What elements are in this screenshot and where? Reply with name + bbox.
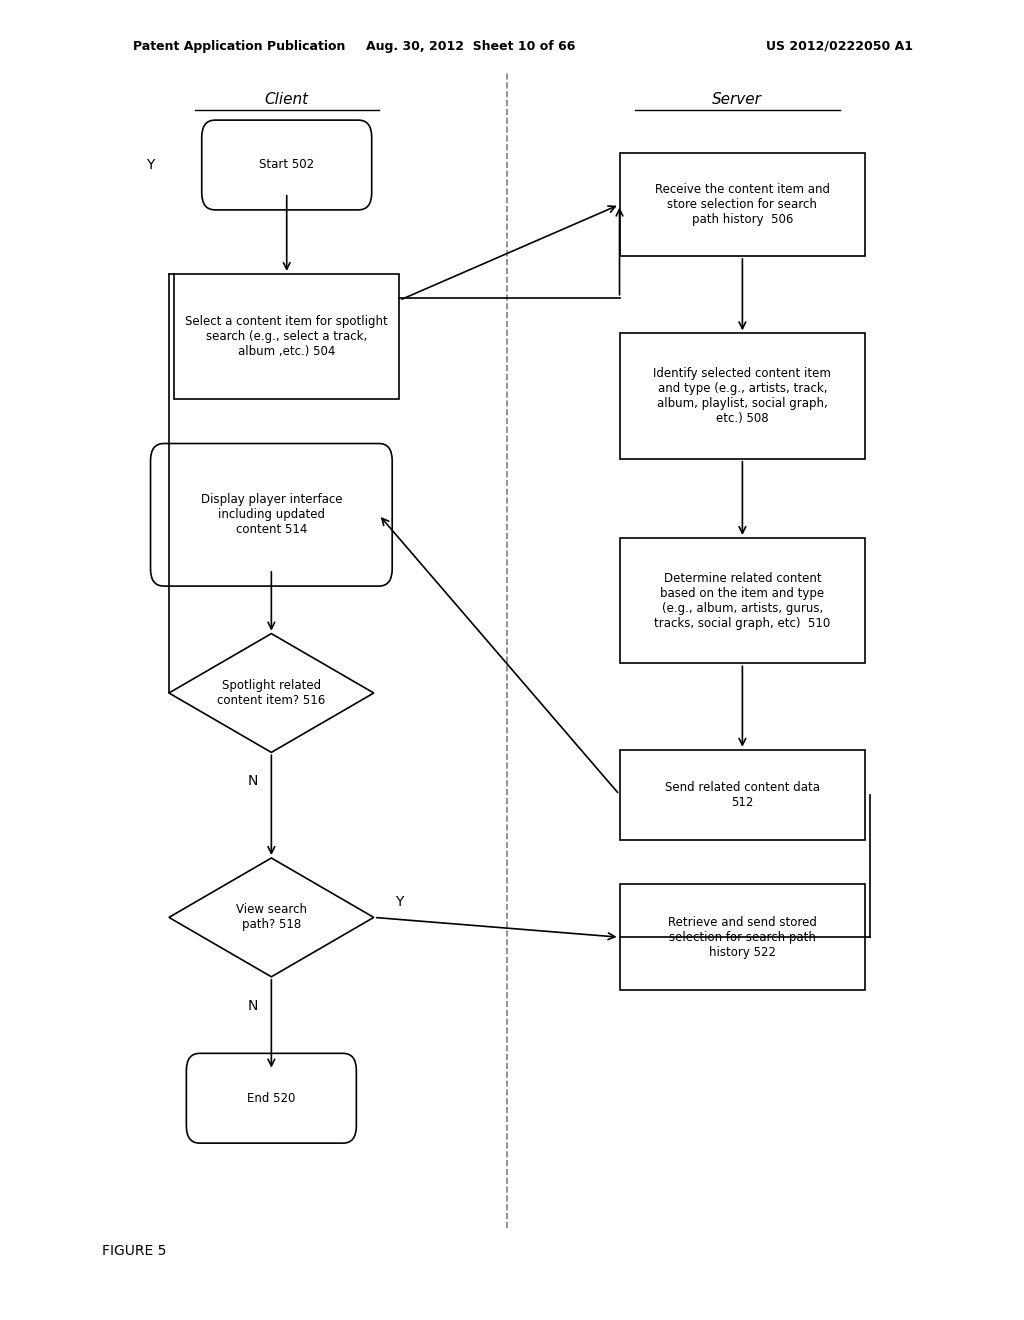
Text: Y: Y [146,158,155,172]
Text: Display player interface
including updated
content 514: Display player interface including updat… [201,494,342,536]
FancyBboxPatch shape [186,1053,356,1143]
Text: Patent Application Publication: Patent Application Publication [133,40,345,53]
Text: Spotlight related
content item? 516: Spotlight related content item? 516 [217,678,326,708]
Text: US 2012/0222050 A1: US 2012/0222050 A1 [766,40,913,53]
Bar [620,334,865,459]
FancyBboxPatch shape [151,444,392,586]
Bar [620,153,865,256]
Text: Determine related content
based on the item and type
(e.g., album, artists, guru: Determine related content based on the i… [654,572,830,630]
Bar [174,275,399,399]
Text: Receive the content item and
store selection for search
path history  506: Receive the content item and store selec… [655,183,829,226]
Text: Aug. 30, 2012  Sheet 10 of 66: Aug. 30, 2012 Sheet 10 of 66 [367,40,575,53]
Text: Send related content data
512: Send related content data 512 [665,780,820,809]
Text: Client: Client [264,91,309,107]
Polygon shape [169,858,374,977]
Text: Start 502: Start 502 [259,158,314,172]
Text: FIGURE 5: FIGURE 5 [102,1245,167,1258]
Bar [620,539,865,663]
Text: Y: Y [395,895,403,908]
Text: N: N [248,999,258,1012]
Text: N: N [248,775,258,788]
Bar [620,750,865,840]
Text: Identify selected content item
and type (e.g., artists, track,
album, playlist, : Identify selected content item and type … [653,367,831,425]
Text: View search
path? 518: View search path? 518 [236,903,307,932]
Text: Server: Server [713,91,762,107]
Text: Retrieve and send stored
selection for search path
history 522: Retrieve and send stored selection for s… [668,916,817,958]
FancyBboxPatch shape [202,120,372,210]
Bar [620,884,865,990]
Text: End 520: End 520 [247,1092,296,1105]
Text: Select a content item for spotlight
search (e.g., select a track,
album ,etc.) 5: Select a content item for spotlight sear… [185,315,388,358]
Polygon shape [169,634,374,752]
